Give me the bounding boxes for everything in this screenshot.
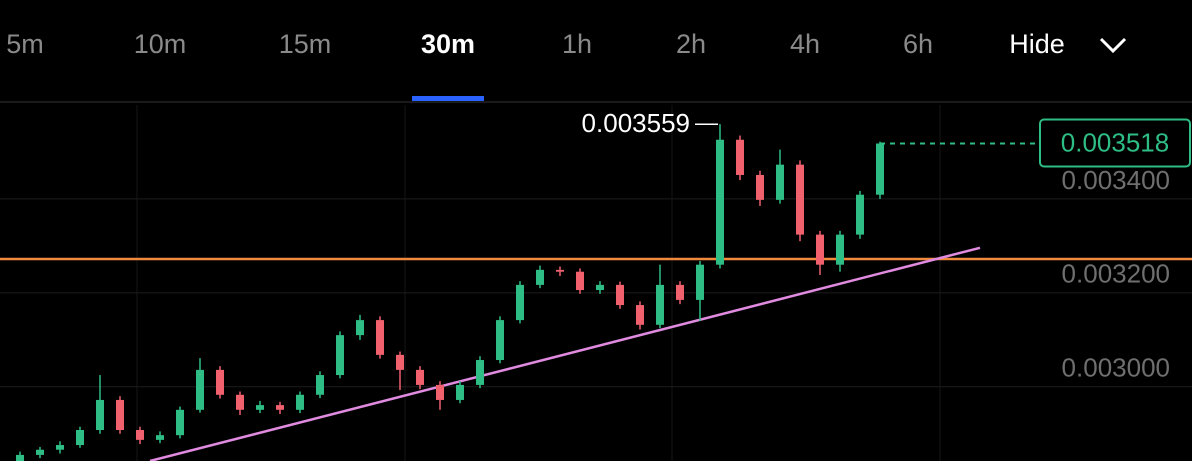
candle-body: [516, 284, 524, 321]
time-tab[interactable]: 4h: [790, 29, 820, 59]
candle-body: [416, 369, 424, 385]
candle-body: [796, 164, 804, 235]
candle-body: [356, 320, 364, 336]
candle-body: [856, 194, 864, 235]
candle-body: [436, 384, 444, 400]
candle-body: [176, 409, 184, 436]
candle-body: [36, 449, 44, 455]
candle-body: [236, 394, 244, 410]
candle-body: [136, 430, 144, 440]
candle-body: [216, 369, 224, 395]
candle-body: [876, 143, 884, 195]
candle-body: [596, 284, 604, 291]
candle-body: [716, 139, 724, 265]
candle-body: [556, 269, 564, 272]
chart: 0.003000 0.003200 0.003400 0.003559 0.003518: [0, 105, 1192, 461]
hide-button[interactable]: Hide: [1009, 29, 1065, 59]
candle-body: [656, 284, 664, 325]
y-tick-label: 0.003200: [1062, 259, 1170, 289]
candle-body: [636, 305, 644, 325]
time-tab[interactable]: 15m: [279, 29, 332, 59]
candle-body: [756, 174, 764, 200]
tab-bar: 5m 10m 15m 30m 1h 2h 4h 6h: [6, 29, 933, 101]
candle-body: [256, 405, 264, 410]
candle-body: [316, 375, 324, 395]
time-tab[interactable]: 1h: [562, 29, 592, 59]
y-tick-label: 0.003000: [1062, 353, 1170, 383]
candle-body: [576, 271, 584, 291]
last-price-label: 0.003518: [1061, 127, 1169, 157]
candle-body: [776, 164, 784, 200]
candle-body: [296, 394, 304, 410]
candle-body: [56, 445, 64, 450]
time-tab[interactable]: 6h: [903, 29, 933, 59]
candle-body: [116, 399, 124, 431]
candle-body: [476, 360, 484, 385]
max-price-label: 0.003559: [582, 108, 690, 138]
candle-body: [376, 320, 384, 355]
time-tab[interactable]: 5m: [6, 29, 44, 59]
candle-body: [696, 264, 704, 300]
candle-body: [736, 139, 744, 175]
candle-body: [156, 435, 164, 440]
candle-body: [96, 399, 104, 431]
chevron[interactable]: [1099, 37, 1127, 54]
time-tab[interactable]: 10m: [134, 29, 187, 59]
candle-body: [76, 430, 84, 446]
candle-body: [836, 234, 844, 265]
candle-body: [396, 354, 404, 370]
last-price-box: [1039, 118, 1191, 168]
time-tab[interactable]: 2h: [676, 29, 706, 59]
candle-body: [456, 384, 464, 400]
candle-body: [196, 369, 204, 410]
candle-body: [276, 405, 284, 410]
candle-body: [536, 269, 544, 285]
selected-underline: [412, 96, 484, 101]
candle-body: [496, 320, 504, 361]
candle-body: [16, 454, 24, 461]
y-tick-label: 0.003400: [1062, 165, 1170, 195]
trendline: [149, 246, 981, 461]
time-tab[interactable]: 30m: [421, 29, 475, 59]
candle-body: [816, 234, 824, 265]
candle-body: [336, 335, 344, 376]
candle-body: [616, 284, 624, 306]
candle-body: [676, 284, 684, 300]
